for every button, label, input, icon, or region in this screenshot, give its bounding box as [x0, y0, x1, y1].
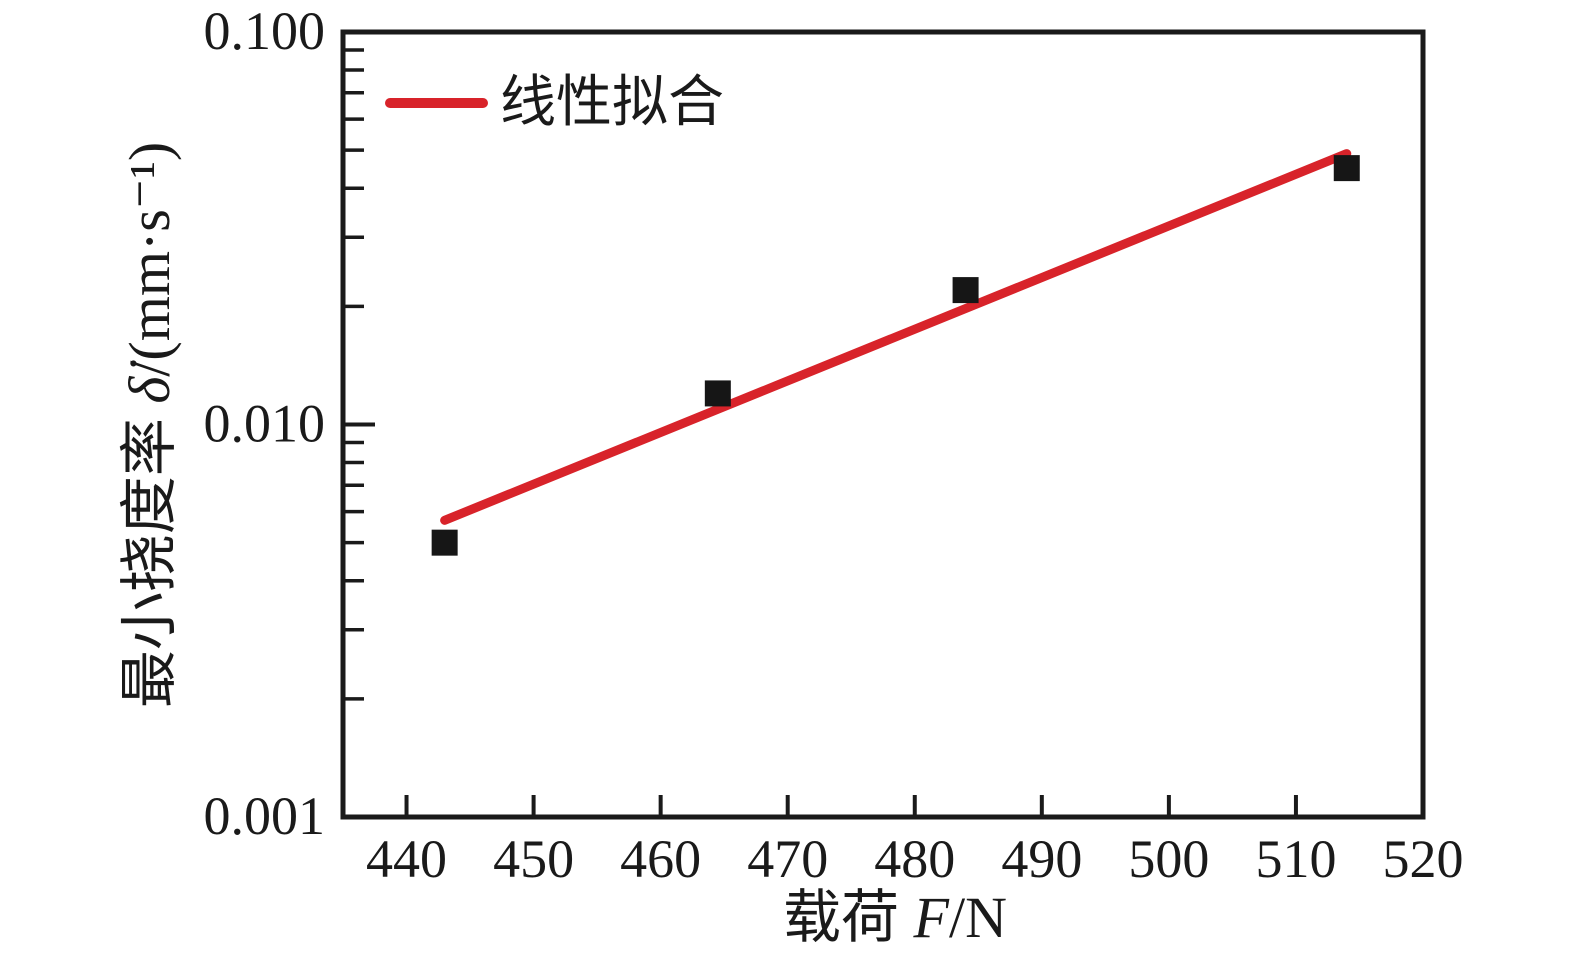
y-axis-title: 最小挠度率 δ̇/(mm·s⁻¹)	[117, 142, 182, 708]
x-tick-label: 450	[493, 829, 574, 889]
plot-border	[340, 29, 1426, 820]
legend-line-swatch	[385, 98, 488, 108]
y-tick-label: 0.100	[204, 1, 326, 61]
data-point	[1333, 155, 1360, 182]
x-tick-label: 490	[1001, 829, 1082, 889]
data-point	[704, 380, 731, 407]
x-axis-symbol: F	[913, 885, 949, 950]
data-point	[952, 277, 979, 304]
x-tick-label: 510	[1255, 829, 1336, 889]
x-tick-label: 470	[747, 829, 828, 889]
x-tick-label: 520	[1383, 829, 1464, 889]
y-tick-label: 0.001	[204, 786, 326, 846]
x-tick-label: 500	[1128, 829, 1209, 889]
y-tick-label: 0.010	[204, 394, 326, 454]
x-axis-title: 载荷 F/N	[783, 889, 1007, 947]
legend-label: 线性拟合	[500, 72, 724, 134]
y-axis-symbol: δ̇	[117, 376, 182, 404]
y-axis-title-text: 最小挠度率	[117, 403, 182, 709]
fit-line	[440, 149, 1352, 525]
x-tick-label: 460	[620, 829, 701, 889]
data-point	[431, 529, 458, 556]
y-axis-unit: /(mm·s⁻¹)	[117, 141, 182, 377]
x-axis-unit: /N	[948, 885, 1007, 950]
x-axis-title-text: 载荷	[783, 885, 914, 950]
x-tick-label: 440	[366, 829, 447, 889]
x-tick-label: 480	[874, 829, 955, 889]
legend: 线性拟合	[385, 74, 724, 132]
